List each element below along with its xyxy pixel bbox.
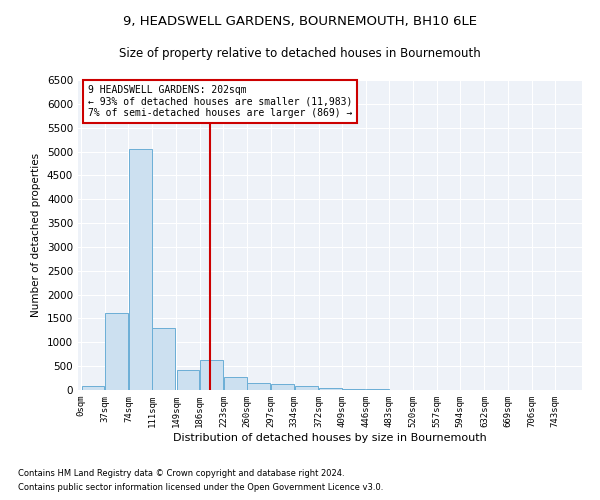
- Y-axis label: Number of detached properties: Number of detached properties: [31, 153, 41, 317]
- Text: Size of property relative to detached houses in Bournemouth: Size of property relative to detached ho…: [119, 48, 481, 60]
- Bar: [247, 383, 271, 390]
- Bar: [295, 386, 317, 390]
- Bar: [319, 388, 342, 390]
- Bar: [271, 384, 294, 390]
- Bar: [224, 376, 247, 390]
- Bar: [82, 386, 104, 390]
- Bar: [105, 312, 128, 390]
- Bar: [200, 360, 223, 390]
- Bar: [343, 388, 365, 390]
- Text: 9, HEADSWELL GARDENS, BOURNEMOUTH, BH10 6LE: 9, HEADSWELL GARDENS, BOURNEMOUTH, BH10 …: [123, 15, 477, 28]
- Text: Contains public sector information licensed under the Open Government Licence v3: Contains public sector information licen…: [18, 484, 383, 492]
- Bar: [129, 149, 152, 390]
- X-axis label: Distribution of detached houses by size in Bournemouth: Distribution of detached houses by size …: [173, 432, 487, 442]
- Bar: [176, 370, 199, 390]
- Bar: [366, 389, 389, 390]
- Text: Contains HM Land Registry data © Crown copyright and database right 2024.: Contains HM Land Registry data © Crown c…: [18, 468, 344, 477]
- Text: 9 HEADSWELL GARDENS: 202sqm
← 93% of detached houses are smaller (11,983)
7% of : 9 HEADSWELL GARDENS: 202sqm ← 93% of det…: [88, 84, 352, 118]
- Bar: [152, 328, 175, 390]
